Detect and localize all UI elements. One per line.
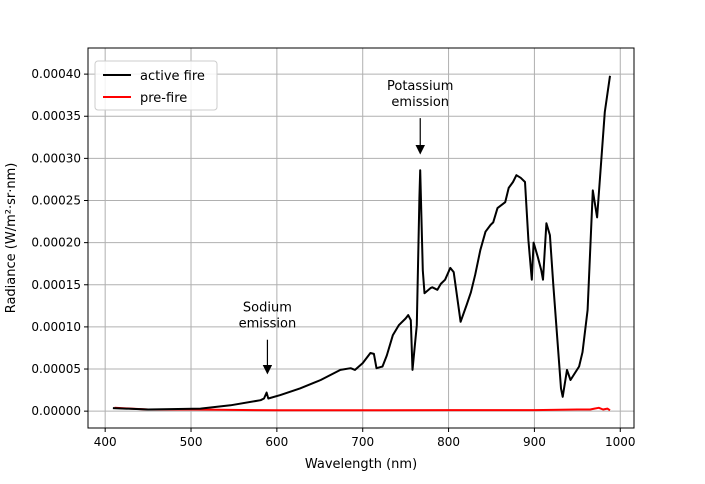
annotation-text: emission [391,95,449,110]
grid [88,48,634,428]
legend-label-pre-fire: pre-fire [140,91,187,106]
legend-label-active-fire: active fire [140,69,205,84]
x-tick-label: 400 [94,435,117,449]
x-tick-label: 1000 [605,435,636,449]
y-tick-label: 0.00035 [31,109,81,123]
plot-frame [87,47,635,429]
y-tick-label: 0.00040 [31,67,81,81]
series-lines [112,75,611,412]
legend: active fire pre-fire [94,60,218,111]
y-tick-label: 0.00025 [31,194,81,208]
x-tick-label: 700 [351,435,374,449]
x-tick-label: 900 [523,435,546,449]
x-axis-label: Wavelength (nm) [305,457,417,472]
ticks: 400 500 600 700 800 900 1000 0.00000 0.00005 0.00… [31,67,635,449]
y-tick-label: 0.00020 [31,236,81,250]
x-tick-label: 500 [180,435,203,449]
y-tick-label: 0.00005 [31,362,81,376]
x-tick-label: 600 [265,435,288,449]
annotation-text: emission [239,317,297,332]
series-line-active-fire [112,75,611,411]
y-tick-label: 0.00015 [31,278,81,292]
y-tick-label: 0.00030 [31,151,81,165]
y-axis-label: Radiance (W/m²·sr·nm) [4,163,19,314]
annotation-text: Sodium [243,301,292,316]
x-tick-label: 800 [437,435,460,449]
y-tick-label: 0.00010 [31,320,81,334]
y-tick-label: 0.00000 [31,404,81,418]
annotation-text: Potassium [387,79,453,94]
